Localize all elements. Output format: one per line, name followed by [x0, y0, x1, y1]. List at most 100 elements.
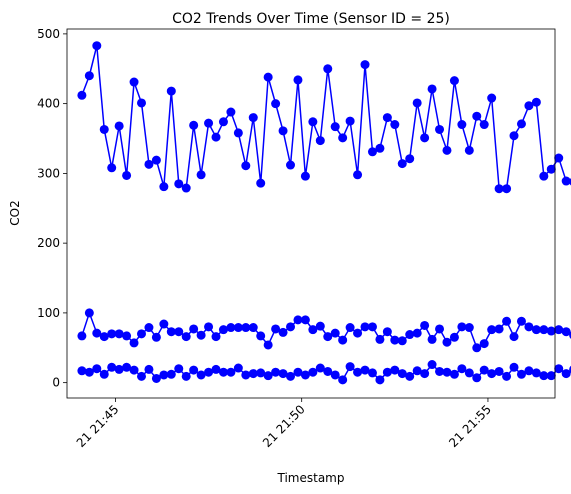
y-tick-label: 500	[37, 27, 60, 41]
series-1-point	[189, 120, 199, 130]
series-2-point	[338, 335, 348, 345]
series-3-point	[271, 367, 281, 377]
series-2-point	[248, 323, 258, 333]
series-1-point	[360, 60, 370, 70]
y-tick-label: 400	[37, 97, 60, 111]
series-3-point	[420, 369, 430, 379]
series-2-point	[159, 319, 169, 329]
series-2-point	[99, 332, 109, 342]
series-1-point	[449, 76, 459, 86]
series-3-point	[256, 368, 266, 378]
series-3-point	[435, 366, 445, 376]
series-1-point	[502, 184, 512, 194]
series-3-point	[360, 365, 370, 375]
series-2-point	[211, 332, 221, 342]
series-3-point	[345, 362, 355, 372]
series-3-point	[554, 364, 564, 374]
series-2-point	[449, 332, 459, 342]
series-2-point	[420, 320, 430, 330]
series-3-point	[449, 369, 459, 379]
series-3-point	[390, 365, 400, 375]
series-3-point	[174, 364, 184, 374]
series-2-point	[390, 335, 400, 345]
series-3-point	[122, 362, 132, 372]
series-1-point	[516, 119, 526, 129]
series-2-point	[233, 323, 243, 333]
y-tick-label: 0	[52, 376, 60, 390]
axis-layer: 0 100 200 300 400 500 21 21:45 21 21:50 21 21:55	[37, 27, 494, 450]
series-2-point	[204, 322, 214, 332]
series-3-point	[323, 366, 333, 376]
series-3-point	[151, 373, 161, 383]
series-1-point	[457, 120, 467, 130]
series-1-point	[367, 147, 377, 157]
series-1-point	[77, 90, 87, 100]
series-2-point	[397, 336, 407, 346]
series-1-point	[137, 98, 146, 108]
series-3-point	[159, 370, 169, 380]
series-3-point	[218, 367, 228, 377]
series-1-point	[107, 163, 117, 173]
series-1-point	[99, 124, 109, 134]
series-1-point	[114, 121, 124, 131]
series-2-point	[412, 328, 422, 338]
series-1-point	[300, 171, 310, 181]
series-1-point	[494, 184, 504, 194]
series-2-point	[77, 331, 87, 341]
series-2-point	[151, 332, 161, 342]
series-2-point	[286, 322, 296, 332]
series-1-point	[427, 84, 437, 94]
series-3-point	[114, 364, 124, 374]
y-tick-label: 200	[37, 236, 60, 250]
series-3-point	[382, 367, 392, 377]
series-2-point	[114, 329, 124, 339]
series-3-point	[248, 369, 258, 379]
series-3-point	[338, 375, 348, 385]
series-2-point	[554, 325, 564, 335]
series-1-point	[554, 153, 564, 163]
x-axis-label: Timestamp	[277, 471, 345, 485]
series-2-point	[174, 327, 184, 337]
series-3-point	[286, 371, 296, 381]
series-1-point	[271, 99, 281, 109]
series-2-point	[92, 328, 102, 338]
series-1-point	[315, 136, 325, 146]
series-2-point	[509, 332, 519, 342]
series-1-point	[472, 111, 482, 121]
series-2-point	[442, 337, 452, 347]
series-1-point	[241, 161, 251, 171]
series-2-point	[457, 322, 467, 332]
series-1-point	[330, 122, 340, 132]
series-2-point	[405, 330, 415, 340]
series-1-point	[84, 71, 94, 81]
series-3-point	[330, 370, 340, 380]
series-3-point	[516, 369, 526, 379]
series-1-point	[561, 176, 571, 186]
series-3-point	[300, 370, 310, 380]
series-2-point	[263, 340, 273, 350]
series-3-point	[353, 367, 363, 377]
series-1-point	[293, 75, 303, 85]
series-3-point	[308, 367, 318, 377]
series-2-point	[122, 331, 132, 341]
series-3-point	[375, 375, 385, 385]
series-3-point	[457, 364, 467, 374]
series-2-point	[129, 338, 139, 348]
series-3-point	[77, 366, 87, 376]
series-3-point	[405, 371, 415, 381]
series-3-point	[166, 369, 176, 379]
series-2-point	[196, 330, 206, 340]
series-1-point	[226, 107, 236, 117]
series-1-point	[487, 93, 497, 103]
series-1-point	[144, 159, 154, 169]
series-2-point	[516, 316, 526, 326]
series-3-point	[412, 366, 422, 376]
series-2-point	[323, 332, 333, 342]
series-2-point	[382, 327, 392, 337]
series-3-point	[189, 365, 199, 375]
series-1-point	[397, 159, 407, 169]
series-2-point	[494, 324, 504, 334]
series-1-point	[122, 170, 132, 180]
series-1-point	[338, 133, 348, 143]
